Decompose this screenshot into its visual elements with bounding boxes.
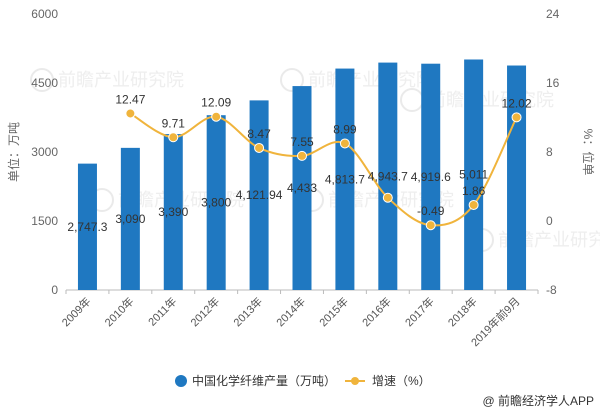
line-data-label: 8.47 [247, 127, 271, 141]
watermark-text: 前瞻产业研究院 [428, 90, 554, 111]
line-data-label: 8.99 [333, 122, 357, 136]
x-tick-label: 2011年 [145, 294, 179, 328]
line-point [382, 192, 393, 203]
bar-data-label: 3,800 [201, 196, 231, 210]
bar-data-label: 4,919.6 [411, 170, 451, 184]
bar-data-labels: 2,747.3 3,090 3,390 3,800 4,121.94 4,433 4,813… [67, 168, 488, 234]
right-tick-label: 0 [546, 214, 553, 228]
right-tick-label: 24 [546, 7, 560, 21]
bar-data-label: 3,090 [115, 212, 145, 226]
line-data-label: 12.02 [502, 96, 532, 110]
line-point [168, 132, 179, 143]
x-axis-ticks: 2009年 2010年 2011年 2012年 2013年 2014年 2015年 2016年… [59, 290, 539, 349]
right-tick-label: 16 [546, 76, 560, 90]
bar-data-label: 2,747.3 [67, 220, 107, 234]
line-point [425, 220, 436, 231]
x-tick-label: 2012年 [187, 294, 222, 329]
bar-data-label: 4,813.7 [325, 172, 365, 186]
legend-line-label: 增速（%） [372, 374, 431, 388]
left-axis-ticks: 0 1500 3000 4500 6000 [31, 7, 58, 297]
left-axis-title: 单位：万吨 [6, 122, 21, 182]
x-tick-label: 2015年 [316, 294, 351, 329]
right-axis-title: %：位单 [581, 129, 596, 176]
line-point [468, 199, 479, 210]
legend-bar-marker [175, 375, 187, 387]
line-data-label: 12.09 [201, 96, 231, 110]
line-data-label: -0.49 [417, 204, 445, 218]
x-tick-label: 2013年 [230, 294, 265, 329]
x-tick-label: 2014年 [273, 294, 308, 329]
legend: 中国化学纤维产量（万吨） 增速（%） [175, 373, 431, 388]
bar [421, 63, 441, 291]
bar [292, 86, 312, 290]
x-tick-label: 2017年 [402, 294, 437, 329]
left-tick-label: 1500 [31, 214, 58, 228]
bar [120, 147, 140, 290]
credit-text: @ 前瞻经济学人APP [482, 393, 594, 408]
line-point [339, 138, 350, 149]
line-series [125, 108, 522, 231]
right-tick-label: -8 [546, 283, 557, 297]
line-point [254, 142, 265, 153]
line-point [511, 112, 522, 123]
bar-data-label: 5,011 [459, 168, 488, 182]
line-data-label: 7.55 [290, 135, 314, 149]
right-tick-label: 8 [546, 145, 553, 159]
left-tick-label: 4500 [31, 76, 58, 90]
x-tick-label: 2016年 [359, 294, 394, 329]
right-axis-ticks: -8 0 8 16 24 [546, 7, 560, 297]
bar [77, 163, 97, 290]
left-tick-label: 6000 [31, 7, 58, 21]
watermark-logo [280, 68, 304, 92]
line-point [211, 111, 222, 122]
bar-data-label: 4,433 [287, 181, 317, 195]
growth-line [129, 112, 518, 227]
watermark-logo [30, 68, 54, 92]
bar [464, 59, 484, 290]
line-point [125, 108, 136, 119]
line-point [297, 150, 307, 161]
left-tick-label: 3000 [31, 145, 58, 159]
bar [206, 115, 226, 290]
x-tick-label: 2010年 [101, 294, 136, 329]
watermark-text: 前瞻产业研究院 [308, 70, 434, 91]
watermark-text: 前瞻产业研究院 [58, 70, 184, 91]
line-data-label: 1.86 [462, 184, 486, 198]
legend-line-dot [351, 377, 359, 385]
legend-bar-label: 中国化学纤维产量（万吨） [192, 373, 336, 388]
line-data-label: 12.47 [115, 92, 145, 106]
line-data-label: 9.71 [162, 116, 186, 130]
bar-data-label: 4,943.7 [368, 169, 408, 183]
bar [378, 62, 398, 291]
bar [507, 65, 527, 291]
line-data-labels: 12.47 9.71 12.09 8.47 7.55 8.99 -0.49 1.86 12.02 [115, 92, 532, 218]
bar-data-label: 4,121.94 [236, 188, 283, 202]
bar [163, 134, 183, 290]
bar-data-label: 3,390 [158, 205, 188, 219]
bar [335, 68, 355, 291]
watermark-logo [400, 88, 424, 112]
left-tick-label: 0 [51, 283, 58, 297]
x-tick-label: 2018年 [445, 294, 480, 329]
x-tick-label: 2009年 [59, 294, 94, 329]
